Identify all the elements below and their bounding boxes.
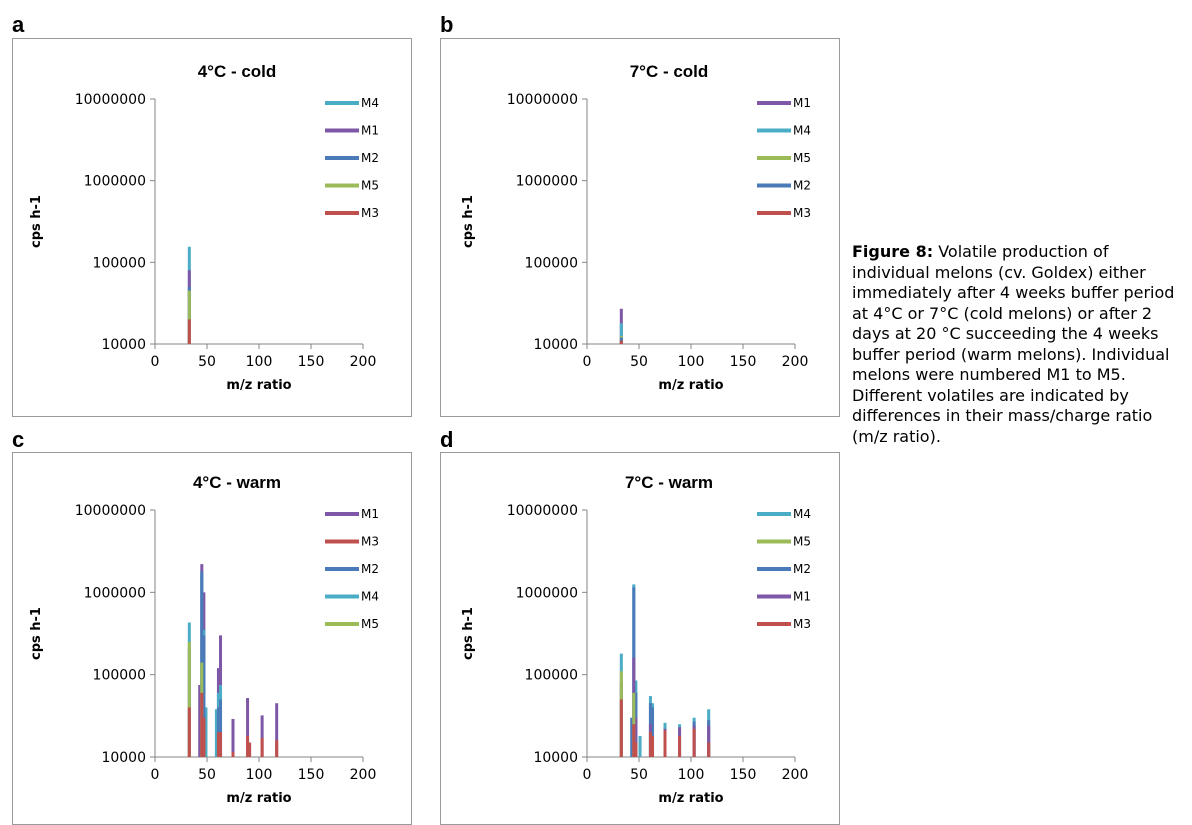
x-tick-label: 0 [583,354,592,370]
x-tick-label: 150 [298,354,325,370]
x-tick-label: 150 [730,767,757,783]
legend-label-M5: M5 [793,151,811,165]
panel-letter-b: b [440,12,454,37]
y-tick-label: 10000 [533,337,578,353]
y-tick-label: 10000000 [507,503,578,519]
y-tick-label: 100000 [525,668,578,684]
figure-caption: Figure 8: Volatile production of individ… [852,242,1182,447]
legend-label-M2: M2 [793,562,811,576]
legend-label-M3: M3 [361,535,379,549]
legend-label-M4: M4 [361,590,379,604]
y-axis-label: cps h-1 [29,195,44,248]
x-tick-label: 50 [198,767,216,783]
y-tick-label: 10000000 [75,503,146,519]
chart-title: 4°C - warm [193,473,281,492]
legend-label-M3: M3 [793,617,811,631]
chart-title: 4°C - cold [198,62,277,81]
panel-letter-a: a [12,12,25,37]
legend-label-M1: M1 [361,124,379,138]
x-tick-label: 200 [350,354,377,370]
y-tick-label: 100000 [93,255,146,271]
legend-label-M3: M3 [361,206,379,220]
x-tick-label: 0 [583,767,592,783]
x-tick-label: 50 [630,767,648,783]
legend-label-M4: M4 [793,124,811,138]
x-tick-label: 50 [198,354,216,370]
legend-label-M2: M2 [361,562,379,576]
x-tick-label: 200 [350,767,377,783]
y-tick-label: 1000000 [84,585,146,601]
legend-label-M4: M4 [361,96,379,110]
chart-a: 4°C - cold 10000 100000 1000000 10000000 0 50 1… [29,62,379,393]
legend-label-M5: M5 [793,535,811,549]
legend-label-M5: M5 [361,179,379,193]
x-tick-label: 100 [246,767,273,783]
x-axis-label: m/z ratio [658,378,723,393]
y-axis-label: cps h-1 [29,607,44,660]
y-tick-label: 10000 [101,750,146,766]
x-axis-label: m/z ratio [226,791,291,806]
caption-label: Figure 8: [852,242,934,261]
x-tick-label: 0 [151,767,160,783]
panel-letter-d: d [440,427,454,452]
panel-letter-c: c [12,427,25,452]
y-tick-label: 1000000 [516,174,578,190]
x-axis-label: m/z ratio [226,378,291,393]
y-tick-label: 100000 [525,255,578,271]
x-tick-label: 200 [782,354,809,370]
x-tick-label: 100 [246,354,273,370]
chart-d: 7°C - warm 10000 100000 1000000 10000000 0 50 1… [461,473,811,806]
y-tick-label: 10000000 [75,92,146,108]
x-tick-label: 50 [630,354,648,370]
x-tick-label: 100 [678,354,705,370]
x-tick-label: 150 [298,767,325,783]
x-tick-label: 100 [678,767,705,783]
y-tick-label: 1000000 [516,585,578,601]
chart-title: 7°C - warm [625,473,713,492]
x-tick-label: 200 [782,767,809,783]
y-tick-label: 10000 [533,750,578,766]
legend-label-M1: M1 [793,96,811,110]
legend-label-M4: M4 [793,507,811,521]
legend-label-M3: M3 [793,206,811,220]
legend-label-M1: M1 [361,507,379,521]
y-axis-label: cps h-1 [461,195,476,248]
y-tick-label: 10000000 [507,92,578,108]
y-tick-label: 100000 [93,668,146,684]
caption-text: Volatile production of individual melons… [852,242,1175,446]
y-axis-label: cps h-1 [461,607,476,660]
legend-label-M2: M2 [793,179,811,193]
y-tick-label: 1000000 [84,174,146,190]
legend-label-M2: M2 [361,151,379,165]
legend-label-M5: M5 [361,617,379,631]
x-tick-label: 0 [151,354,160,370]
legend-label-M1: M1 [793,590,811,604]
x-axis-label: m/z ratio [658,791,723,806]
x-tick-label: 150 [730,354,757,370]
y-tick-label: 10000 [101,337,146,353]
chart-title: 7°C - cold [630,62,709,81]
chart-b: 7°C - cold 10000 100000 1000000 10000000 0 50 1… [461,62,811,393]
chart-c: 4°C - warm 10000 100000 1000000 10000000 0 50 1… [29,473,379,806]
